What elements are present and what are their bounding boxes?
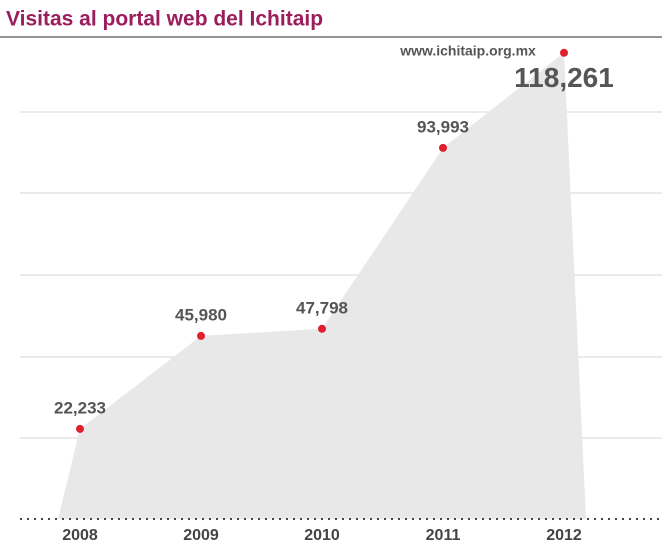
point [439,143,447,152]
point [318,324,326,333]
point [197,331,205,340]
value-label: 93,993 [417,117,469,136]
value-label: 45,980 [175,305,227,324]
value-label: 118,261 [514,62,614,93]
x-tick-label: 2010 [304,527,340,544]
x-tick-label: 2011 [426,527,461,544]
x-tick-label: 2008 [62,527,98,544]
value-label: 47,798 [296,298,348,317]
area [58,52,586,519]
x-tick-label: 2012 [546,527,582,544]
subtitle: www.ichitaip.org.mx [399,43,536,59]
point [76,424,84,433]
x-tick-label: 2009 [183,527,219,544]
value-label: 22,233 [54,398,106,417]
chart-title: Visitas al portal web del Ichitaip [6,8,323,31]
point [560,48,568,57]
